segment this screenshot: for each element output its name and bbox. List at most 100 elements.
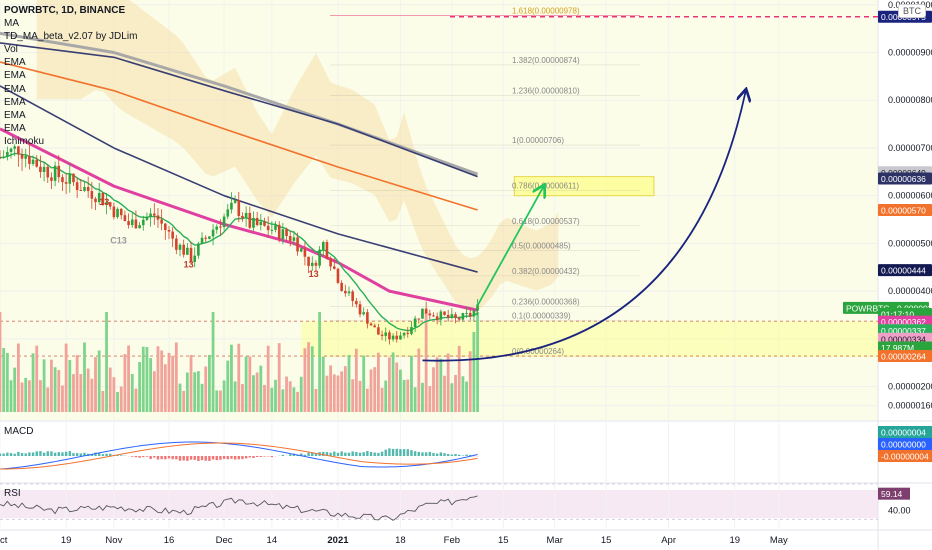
support-zone[interactable] xyxy=(301,321,878,357)
candle[interactable] xyxy=(119,207,123,220)
candle[interactable] xyxy=(446,309,450,322)
projection-arrow[interactable] xyxy=(476,186,544,306)
macd-value-tag[interactable]: 0.00000004 xyxy=(878,426,932,438)
candle[interactable] xyxy=(472,308,476,322)
projection-arrow[interactable] xyxy=(422,91,745,362)
candle[interactable] xyxy=(424,301,428,314)
candle[interactable] xyxy=(97,182,101,205)
candle[interactable] xyxy=(17,145,20,167)
candle[interactable] xyxy=(149,208,152,227)
candle[interactable] xyxy=(362,307,365,316)
price-axis-tag[interactable]: 0.00000264 xyxy=(878,350,932,363)
price-axis-tag[interactable]: 0.00000636 xyxy=(878,172,932,185)
candle[interactable] xyxy=(314,260,318,272)
candle[interactable] xyxy=(344,284,347,297)
candle[interactable] xyxy=(101,192,105,206)
candle[interactable] xyxy=(160,209,163,231)
candle[interactable] xyxy=(439,309,443,326)
candle[interactable] xyxy=(270,221,274,235)
candle[interactable] xyxy=(296,232,299,256)
price-axis-tag[interactable]: 0.00000444 xyxy=(878,264,932,277)
candle[interactable] xyxy=(413,315,417,333)
candle[interactable] xyxy=(384,327,388,342)
candle[interactable] xyxy=(57,155,61,183)
candle[interactable] xyxy=(355,297,358,308)
indicator-label[interactable]: EMA xyxy=(4,83,26,95)
candle[interactable] xyxy=(182,239,185,258)
candle[interactable] xyxy=(281,222,285,245)
symbol-title[interactable]: POWRBTC, 1D, BINANCE xyxy=(4,5,126,16)
candle[interactable] xyxy=(468,308,472,321)
candle[interactable] xyxy=(252,211,255,232)
candle[interactable] xyxy=(395,331,399,343)
candle[interactable] xyxy=(68,163,72,193)
candle[interactable] xyxy=(310,256,314,271)
candle[interactable] xyxy=(321,240,325,256)
candle[interactable] xyxy=(230,192,233,214)
candle[interactable] xyxy=(175,235,178,255)
candle[interactable] xyxy=(435,312,439,325)
candle[interactable] xyxy=(42,161,46,182)
candle[interactable] xyxy=(399,331,402,340)
candle[interactable] xyxy=(20,148,24,172)
candle[interactable] xyxy=(9,147,13,159)
candle[interactable] xyxy=(35,155,39,168)
candle[interactable] xyxy=(373,323,377,328)
candle[interactable] xyxy=(325,239,329,260)
candle[interactable] xyxy=(186,243,189,256)
candle[interactable] xyxy=(211,224,215,246)
candle[interactable] xyxy=(108,201,112,210)
candle[interactable] xyxy=(388,330,391,345)
candle[interactable] xyxy=(127,213,130,229)
candle[interactable] xyxy=(417,318,421,324)
price-axis-tag[interactable]: 0.00000570 xyxy=(878,204,932,216)
candle[interactable] xyxy=(443,311,446,316)
candle[interactable] xyxy=(391,333,395,342)
candle[interactable] xyxy=(189,241,193,265)
candle[interactable] xyxy=(31,155,35,166)
candle[interactable] xyxy=(6,146,9,161)
candle[interactable] xyxy=(39,155,42,178)
candle[interactable] xyxy=(2,150,5,159)
candle[interactable] xyxy=(167,226,171,240)
candle[interactable] xyxy=(72,173,75,187)
moving-average-line[interactable] xyxy=(0,42,478,178)
candle[interactable] xyxy=(476,299,479,316)
candle[interactable] xyxy=(61,174,64,192)
candle[interactable] xyxy=(318,246,321,269)
candle[interactable] xyxy=(457,316,461,322)
candle[interactable] xyxy=(421,308,424,319)
candle[interactable] xyxy=(208,236,211,240)
candle[interactable] xyxy=(75,177,79,199)
candle[interactable] xyxy=(141,215,145,231)
candle[interactable] xyxy=(255,212,259,227)
candle[interactable] xyxy=(79,178,83,192)
candle[interactable] xyxy=(277,221,281,243)
candle[interactable] xyxy=(329,256,332,271)
macd-value-tag[interactable]: 0.00000000 xyxy=(878,438,932,450)
candle[interactable] xyxy=(358,300,362,318)
candle[interactable] xyxy=(200,232,204,245)
indicator-label[interactable]: EMA xyxy=(4,57,26,69)
candle[interactable] xyxy=(226,204,230,220)
candle[interactable] xyxy=(105,192,108,215)
candle[interactable] xyxy=(222,213,226,231)
candle[interactable] xyxy=(454,312,457,324)
candle[interactable] xyxy=(336,267,340,285)
candle[interactable] xyxy=(285,227,288,241)
candle[interactable] xyxy=(274,221,277,233)
candle[interactable] xyxy=(164,222,167,240)
rsi-pane-title[interactable]: RSI xyxy=(4,488,21,499)
rsi-value-tag[interactable]: 59.14 xyxy=(878,487,910,500)
indicator-label[interactable]: TD_MA_beta_v2.07 by JDLim xyxy=(4,31,138,43)
candle[interactable] xyxy=(406,326,410,338)
candle[interactable] xyxy=(288,230,292,247)
candle[interactable] xyxy=(0,150,2,160)
candle[interactable] xyxy=(307,256,310,274)
candle[interactable] xyxy=(138,222,141,229)
candle[interactable] xyxy=(90,181,94,209)
candle[interactable] xyxy=(178,243,182,257)
candle[interactable] xyxy=(377,323,380,335)
candle[interactable] xyxy=(241,212,244,222)
